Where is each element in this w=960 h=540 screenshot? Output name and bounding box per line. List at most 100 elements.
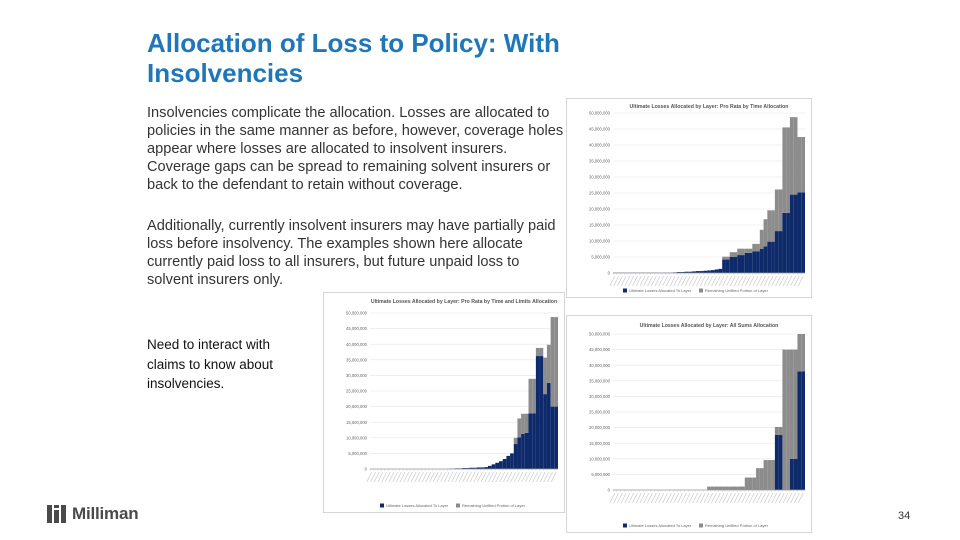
x-category-label-mark xyxy=(609,275,616,287)
x-category-label-mark xyxy=(748,492,755,504)
bar-allocated xyxy=(502,459,507,469)
x-category-label-mark xyxy=(477,471,483,483)
bar-remaining xyxy=(729,486,734,490)
bar-remaining xyxy=(793,117,798,195)
bar-remaining xyxy=(710,486,715,490)
y-tick-label: 35,000,000 xyxy=(589,378,611,383)
bar-remaining xyxy=(763,460,768,490)
x-category-label-mark xyxy=(696,275,702,287)
bar-remaining xyxy=(748,248,753,253)
x-category-label-mark xyxy=(421,471,428,483)
bar-allocated xyxy=(476,467,481,469)
bar-remaining xyxy=(725,486,730,490)
x-category-label-mark xyxy=(733,275,740,287)
x-category-label-mark xyxy=(722,492,729,504)
x-category-label-mark xyxy=(658,275,665,287)
x-category-label-mark xyxy=(778,492,785,504)
x-category-label-mark xyxy=(491,471,498,483)
bar-remaining xyxy=(714,486,719,490)
bar-allocated xyxy=(692,271,696,273)
y-tick-label: 20,000,000 xyxy=(589,425,611,430)
legend-label-allocated: Ultimate Losses Allocated To Layer xyxy=(386,503,449,508)
legend-label-remaining: Remaining Unfilled Portion of Layer xyxy=(705,523,769,528)
x-category-label-mark xyxy=(748,275,755,287)
x-category-label-mark xyxy=(399,471,406,483)
x-category-label-mark xyxy=(707,275,714,287)
x-category-label-mark xyxy=(403,471,410,483)
y-tick-label: 10,000,000 xyxy=(346,435,368,440)
chart-pro-rata-time-limits: Ultimate Losses Allocated by Layer: Pro … xyxy=(323,292,565,513)
y-tick-label: 50,000,000 xyxy=(589,332,611,337)
bar-allocated xyxy=(741,255,745,273)
bar-remaining xyxy=(797,334,802,372)
bar-allocated xyxy=(528,413,533,469)
bar-allocated xyxy=(710,270,715,273)
x-category-label-mark xyxy=(536,471,542,483)
x-category-label-mark xyxy=(502,471,509,483)
bar-allocated xyxy=(499,461,503,469)
x-category-label-mark xyxy=(722,275,729,287)
y-tick-label: 15,000,000 xyxy=(346,420,368,425)
bar-allocated xyxy=(771,241,775,273)
x-category-label-mark xyxy=(714,275,721,287)
x-category-label-mark xyxy=(756,492,763,504)
bar-allocated xyxy=(510,453,514,469)
bar-allocated xyxy=(462,468,466,469)
x-category-label-mark xyxy=(499,471,505,483)
milliman-logo-text: Milliman xyxy=(72,504,139,523)
y-tick-label: 50,000,000 xyxy=(589,111,611,116)
bar-remaining xyxy=(741,248,745,256)
x-category-label-mark xyxy=(469,471,476,483)
y-tick-label: 45,000,000 xyxy=(589,127,611,132)
x-category-label-mark xyxy=(451,471,457,483)
bar-allocated xyxy=(774,434,779,490)
x-category-label-mark xyxy=(797,492,804,504)
bar-remaining xyxy=(797,137,802,193)
x-category-label-mark xyxy=(440,471,446,483)
x-category-label-mark xyxy=(771,492,778,504)
bar-allocated xyxy=(539,356,544,469)
bar-allocated xyxy=(725,259,730,273)
x-category-label-mark xyxy=(760,275,766,287)
milliman-logo: Milliman xyxy=(47,503,139,525)
bar-allocated xyxy=(546,382,551,469)
chart-pro-rata-time-limits-svg: Ultimate Losses Allocated by Layer: Pro … xyxy=(346,299,558,508)
bar-remaining xyxy=(550,317,555,407)
bar-allocated xyxy=(695,271,700,273)
y-tick-label: 20,000,000 xyxy=(589,207,611,212)
x-category-label-mark xyxy=(733,492,740,504)
chart-pro-rata-time: Ultimate Losses Allocated by Layer: Pro … xyxy=(566,98,812,298)
x-category-label-mark xyxy=(767,275,774,287)
bar-allocated xyxy=(480,467,485,469)
x-category-label-mark xyxy=(741,492,747,504)
x-category-label-mark xyxy=(699,275,706,287)
bar-allocated xyxy=(495,462,500,469)
y-tick-label: 40,000,000 xyxy=(589,143,611,148)
legend-swatch-remaining xyxy=(699,523,703,528)
x-category-label-mark xyxy=(658,492,665,504)
x-category-label-mark xyxy=(647,275,653,287)
x-category-label-mark xyxy=(711,275,717,287)
legend-label-allocated: Ultimate Losses Allocated To Layer xyxy=(629,288,692,293)
x-category-label-mark xyxy=(443,471,450,483)
legend-label-remaining: Remaining Unfilled Portion of Layer xyxy=(462,503,526,508)
bar-remaining xyxy=(535,347,540,357)
bar-remaining xyxy=(748,477,753,490)
bar-allocated xyxy=(699,271,704,273)
bar-remaining xyxy=(801,334,805,372)
x-category-label-mark xyxy=(410,471,417,483)
bar-remaining xyxy=(737,248,741,256)
x-category-label-mark xyxy=(771,275,778,287)
x-category-label-mark xyxy=(786,275,793,287)
insolvency-paragraph: Additionally, currently insolvent insure… xyxy=(147,218,556,288)
bar-allocated xyxy=(718,268,723,273)
chart-title: Ultimate Losses Allocated by Layer: Pro … xyxy=(371,299,557,305)
bar-allocated xyxy=(473,467,477,469)
x-category-label-mark xyxy=(366,471,373,483)
x-category-label-mark xyxy=(495,471,502,483)
bar-remaining xyxy=(513,437,518,445)
chart-all-sums-svg: Ultimate Losses Allocated by Layer: All … xyxy=(589,323,805,528)
x-category-label-mark xyxy=(666,275,672,287)
bar-allocated xyxy=(801,371,805,490)
bar-remaining xyxy=(778,189,783,232)
